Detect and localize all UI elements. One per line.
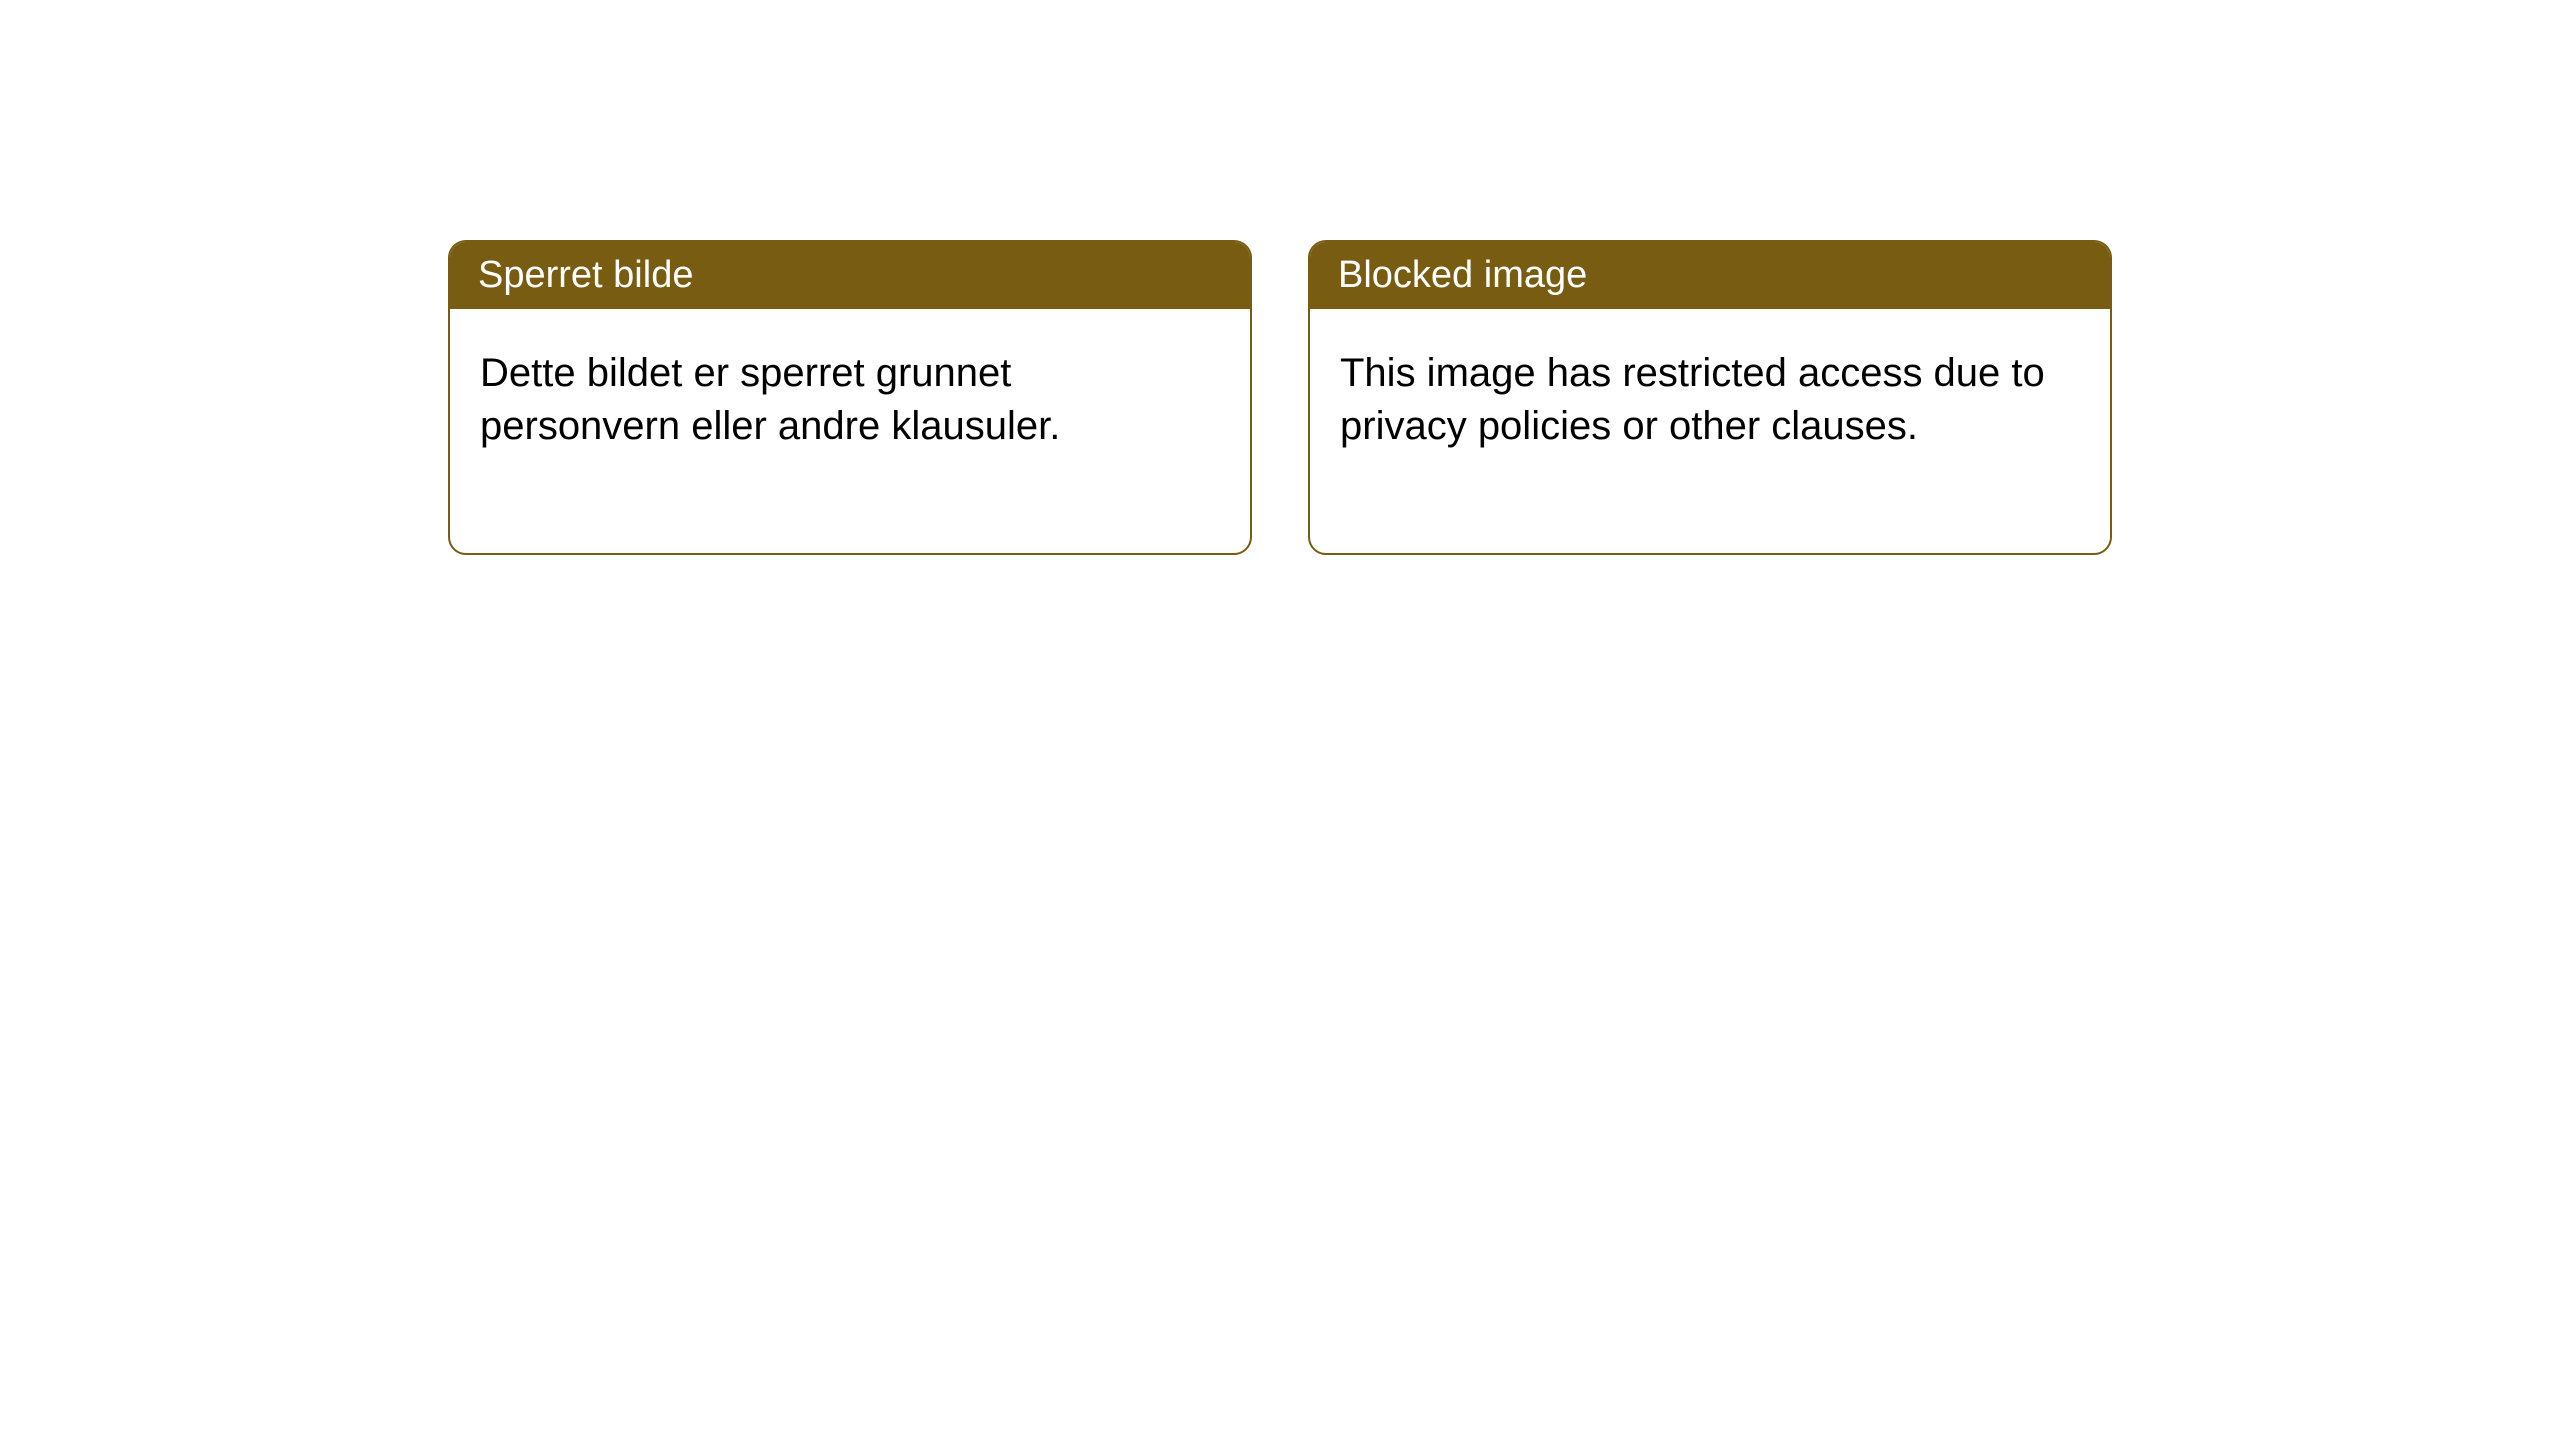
card-title: Sperret bilde (478, 254, 693, 296)
card-body: Dette bildet er sperret grunnet personve… (450, 309, 1250, 553)
card-container: Sperret bilde Dette bildet er sperret gr… (0, 0, 2560, 555)
card-body-text: This image has restricted access due to … (1340, 351, 2045, 448)
card-title: Blocked image (1338, 254, 1587, 296)
card-header: Blocked image (1310, 242, 2110, 309)
blocked-image-card-no: Sperret bilde Dette bildet er sperret gr… (448, 240, 1252, 555)
blocked-image-card-en: Blocked image This image has restricted … (1308, 240, 2112, 555)
card-body-text: Dette bildet er sperret grunnet personve… (480, 351, 1060, 448)
card-header: Sperret bilde (450, 242, 1250, 309)
card-body: This image has restricted access due to … (1310, 309, 2110, 553)
